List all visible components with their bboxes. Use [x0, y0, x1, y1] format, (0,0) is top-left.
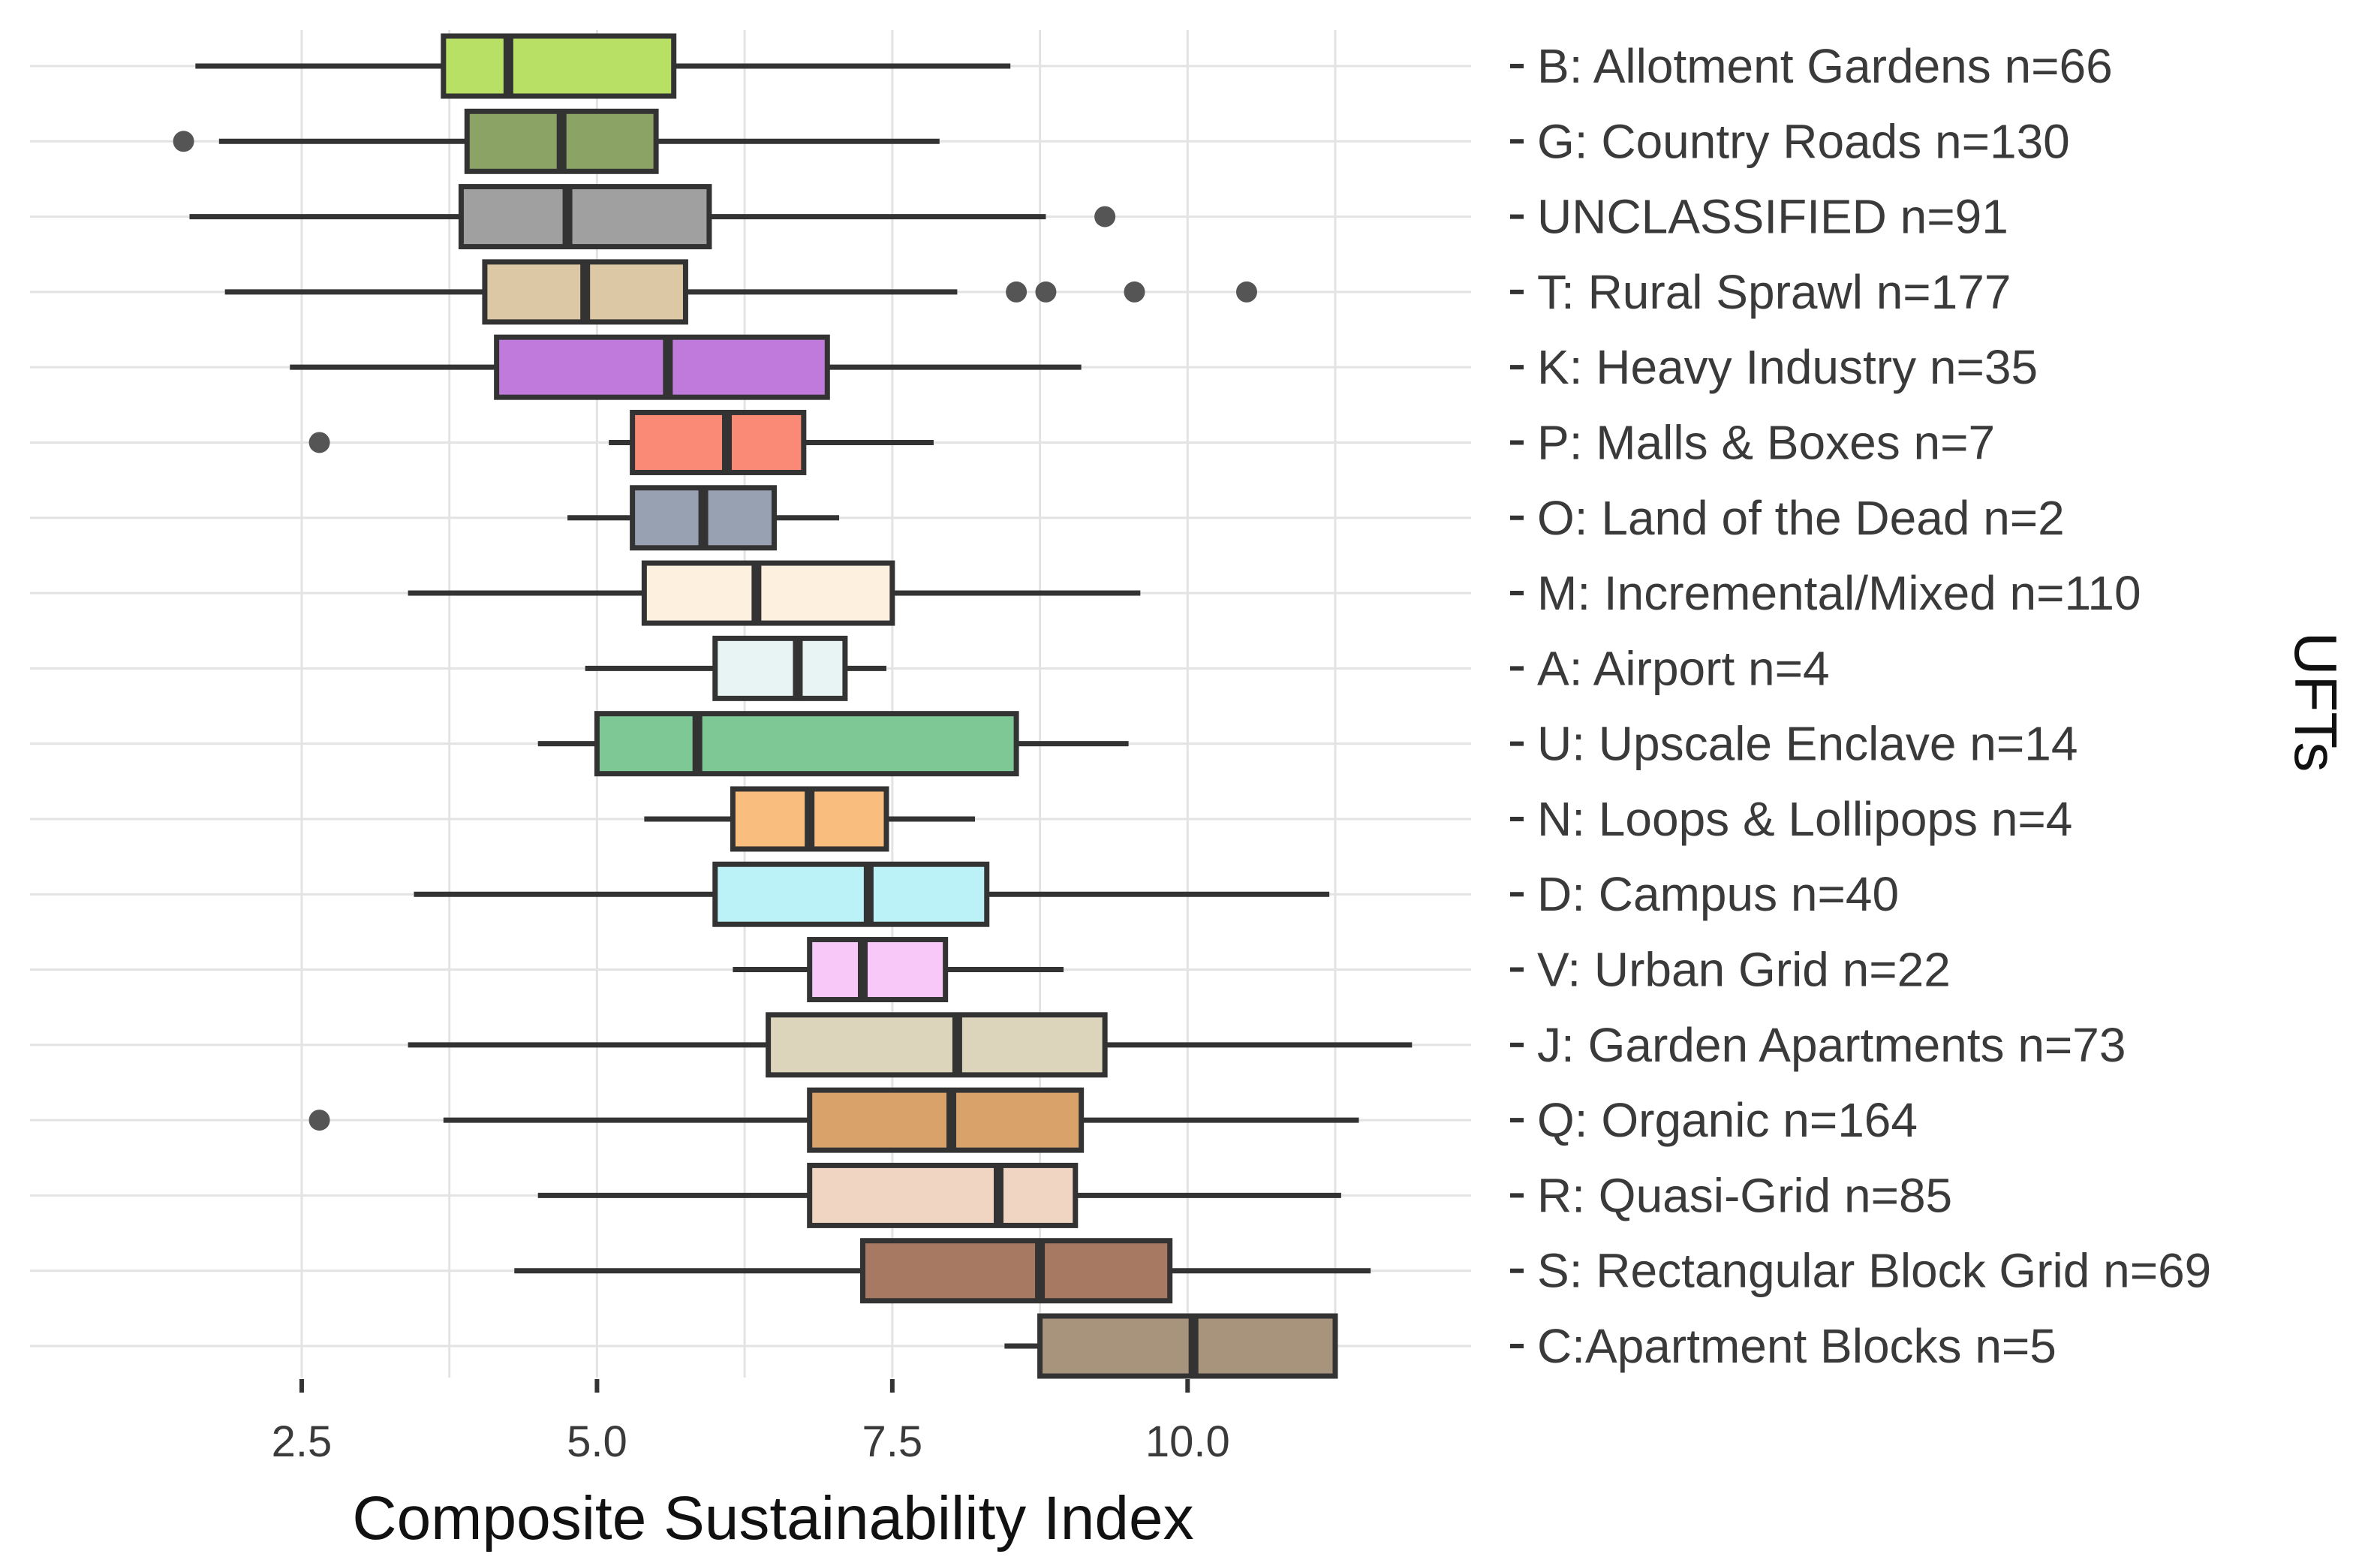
box-group [224, 259, 958, 325]
category-label: C:Apartment Blocks n=5 [1537, 1319, 2057, 1373]
category-label: U: Upscale Enclave n=14 [1537, 717, 2078, 771]
outlier-point [1035, 281, 1057, 303]
iqr-box [860, 1238, 1173, 1304]
iqr-box [712, 861, 990, 927]
box-group [733, 937, 1064, 1003]
x-tick-labels: 2.5 5.0 7.5 10.0 [272, 1379, 1230, 1466]
box-group [537, 1162, 1341, 1228]
box-group [1004, 1313, 1338, 1379]
iqr-box [807, 1162, 1079, 1228]
outlier-point [173, 131, 194, 152]
category-label: V: Urban Grid n=22 [1537, 943, 1951, 997]
category-label: K: Heavy Industry n=35 [1537, 340, 2038, 394]
category-label: N: Loops & Lollipops n=4 [1537, 792, 2072, 846]
iqr-box [630, 409, 807, 475]
category-label: J: Garden Apartments n=73 [1537, 1018, 2126, 1072]
category-label: R: Quasi-Grid n=85 [1537, 1168, 1952, 1222]
box-group [537, 711, 1129, 777]
box-group [585, 635, 886, 701]
box-group [408, 560, 1141, 626]
box-group [644, 786, 976, 852]
category-label: P: Malls & Boxes n=7 [1537, 415, 1995, 469]
x-tick-label: 10.0 [1145, 1417, 1230, 1466]
iqr-box [641, 560, 895, 626]
outlier-point [1124, 281, 1145, 303]
box-group [195, 33, 1011, 99]
category-label: D: Campus n=40 [1537, 867, 1899, 921]
category-label: Q: Organic n=164 [1537, 1093, 1918, 1147]
x-tick-label: 5.0 [567, 1417, 627, 1466]
category-label: UNCLASSIFIED n=91 [1537, 190, 2008, 244]
box-group [609, 409, 934, 475]
box-group [514, 1238, 1371, 1304]
iqr-box [766, 1012, 1108, 1078]
box-layer [189, 33, 1413, 1379]
box-group [189, 184, 1046, 250]
category-label: S: Rectangular Block Grid n=69 [1537, 1244, 2211, 1298]
x-axis-title: Composite Sustainability Index [352, 1484, 1193, 1552]
x-tick-label: 2.5 [272, 1417, 332, 1466]
iqr-box [458, 184, 712, 250]
iqr-box [1037, 1313, 1338, 1379]
category-label: O: Land of the Dead n=2 [1537, 491, 2065, 545]
outlier-point [308, 1110, 330, 1131]
grid-layer [30, 30, 1471, 1378]
box-group [218, 108, 940, 174]
category-label: T: Rural Sprawl n=177 [1537, 265, 2011, 319]
iqr-box [494, 334, 830, 400]
outlier-point [1235, 281, 1257, 303]
outlier-layer [173, 131, 1257, 1131]
box-group [414, 861, 1330, 927]
outlier-point [1006, 281, 1028, 303]
iqr-box [712, 635, 848, 701]
x-tick-label: 7.5 [862, 1417, 923, 1466]
box-group [290, 334, 1082, 400]
category-label: G: Country Roads n=130 [1537, 114, 2070, 168]
iqr-box [594, 711, 1019, 777]
box-group [443, 1087, 1359, 1153]
iqr-box [441, 33, 677, 99]
outlier-point [1094, 206, 1116, 227]
box-group [408, 1012, 1413, 1078]
iqr-box [807, 937, 949, 1003]
iqr-box [807, 1087, 1085, 1153]
category-label: B: Allotment Gardens n=66 [1537, 39, 2113, 93]
category-label: M: Incremental/Mixed n=110 [1537, 566, 2141, 620]
y-axis-title: UFTs [2282, 632, 2349, 772]
outlier-point [308, 432, 330, 453]
category-labels: B: Allotment Gardens n=66 G: Country Road… [1510, 39, 2211, 1373]
box-group [567, 485, 840, 551]
category-label: A: Airport n=4 [1537, 641, 1830, 695]
